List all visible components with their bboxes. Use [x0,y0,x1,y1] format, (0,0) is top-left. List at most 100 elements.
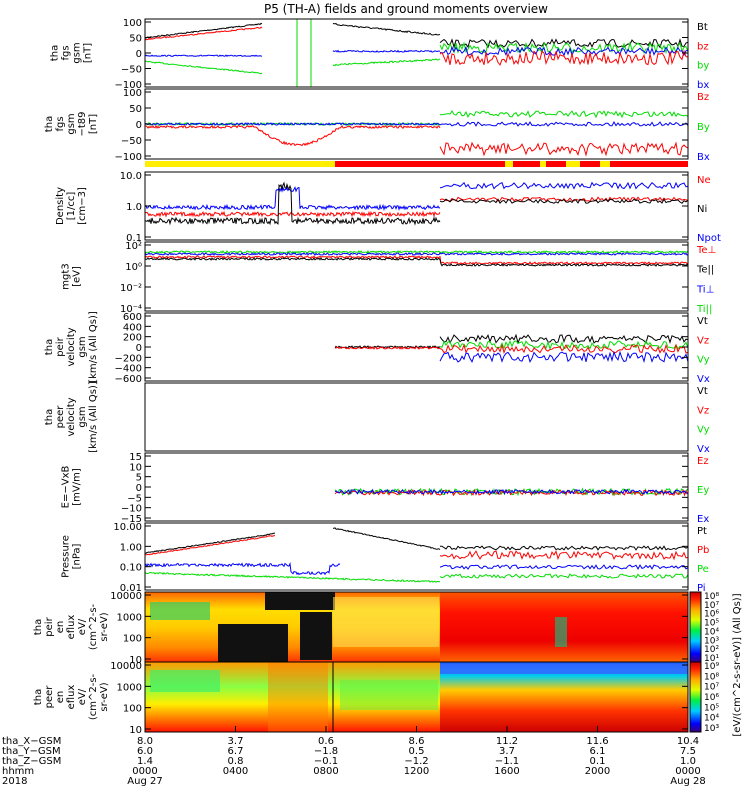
y-tick-label: −50 [121,65,142,76]
y-tick-label: 1.0 [126,202,142,213]
spectrogram-feature [268,662,328,732]
colorbar: 10⁸10⁷10⁶10⁵10⁴10³10²10¹10⁹10⁸10⁷10⁶10⁵1… [689,591,743,737]
y-axis-label: tha [44,339,55,355]
legend-label: Vt [697,316,708,327]
x-tick-label: 0800 [313,766,338,777]
y-axis-label: (cm^2-s- [88,673,99,720]
trace-bz-3 [439,49,689,66]
trace-bx [144,54,262,58]
trace-bt-3 [439,38,689,49]
y-axis-label: [nPa] [72,543,83,569]
y-tick-label: −50 [121,136,142,147]
trace-ni [144,181,441,226]
x-tick-label: 6.7 [228,746,244,757]
spectrogram-feature [150,602,210,620]
y-tick-label: 100 [123,18,142,29]
trace-bx-2 [332,49,441,53]
y-tick-label: −10 [121,504,142,515]
trace-npot-2 [439,181,689,190]
x-tick-label: 0400 [223,766,248,777]
y-axis-label: [km/s (All Qs)] [88,381,99,453]
x-row-label: 2018 [2,776,27,787]
y-tick-label: 15 [129,452,142,463]
y-tick-label: 200 [123,333,142,344]
y-tick-label: 10⁻⁴ [120,304,142,315]
trace-ni-2 [439,198,689,204]
trace-pe-3 [439,573,689,579]
trace-pi-3 [439,564,689,570]
y-tick-label: 10 [129,655,142,666]
y-tick-label: 600 [123,312,142,323]
colorbar-tick-label: 10⁹ [704,662,719,672]
colorbar-tick-label: 10⁵ [704,619,719,629]
legend-label: Bz [697,92,709,103]
y-tick-label: −600 [115,374,142,385]
x-tick-label: 11.6 [586,736,608,747]
data-gap-block [265,592,335,610]
legend-label: by [697,61,709,72]
y-axis-label: peir [55,336,66,356]
y-tick-label: 10⁰ [125,262,142,273]
colorbar-tick-label: 10² [704,645,719,655]
trace-pb [144,535,276,556]
trace-bz-2 [439,141,689,157]
trace-pt [144,532,276,554]
y-tick-label: −100 [115,152,142,163]
trace-spike [296,18,312,88]
x-tick-label: 8.6 [409,736,425,747]
y-tick-label: 100 [123,704,142,715]
legend-label: Vy [697,425,710,436]
y-axis-label: eV/ [77,688,88,705]
y-axis-label: [nT] [88,114,99,134]
trace-by-3 [439,40,689,55]
trace-bz [144,26,263,41]
trace-ti-perp [144,252,689,256]
y-tick-label: 400 [123,322,142,333]
legend-label: Te|| [696,265,714,276]
trace-vx-2 [439,350,689,364]
panel-frame [144,241,689,312]
trace-pt-3 [439,545,689,551]
y-tick-label: 0 [136,49,142,60]
y-tick-label: 100 [123,88,142,99]
x-tick-label: 0.1 [590,756,606,767]
y-tick-label: 10.0 [120,171,142,182]
y-axis-label: velocity [66,327,77,366]
legend-label: Ti|| [696,304,712,315]
legend-label: Ne [697,175,711,186]
x-tick-label: 8.0 [137,736,153,747]
x-row-label: tha_X−GSM [2,736,61,747]
x-tick-label: 1.4 [137,756,153,767]
x-tick-label: 1600 [494,766,519,777]
x-tick-label: −0.1 [314,756,338,767]
y-axis-label: peer [55,405,66,429]
colorbar-tick-label: 10⁶ [704,610,719,620]
colorbar-label: [eV/(cm^2-s-sr-eV)] (All Qs)] [732,593,743,736]
trace-bz [144,124,441,147]
trace-vz-2 [439,343,689,355]
x-tick-label: 0000 [675,766,700,777]
y-tick-label: 10 [129,462,142,473]
colorbar-tick-label: 10⁴ [704,714,719,724]
y-tick-label: 100 [123,634,142,645]
x-tick-label: −1.2 [404,756,428,767]
y-axis-label: gsm [72,42,83,63]
y-axis-label: tha [50,45,61,61]
x-tick-label: 6.1 [590,746,606,757]
panel-frame [144,522,689,591]
y-tick-label: 10² [125,241,142,252]
spectrogram-feature [555,617,567,647]
trace-bt-2 [332,22,441,36]
y-axis-label: sr-eV) [99,682,110,711]
x-tick-label: 3.7 [228,736,244,747]
trace-bx-2 [439,120,689,127]
y-tick-label: 0.1 [126,233,142,244]
trace-pb-3 [439,549,689,561]
legend-label: Ex [697,514,709,525]
panel-6: tha peer velocity gsm [km/s (All Qs)] Vt Vz Vy V… [44,381,710,455]
data-gap-block [300,612,332,660]
panel-10: 10000 1000 100 10 tha peer en eflux eV/(cm^2-s-s… [33,661,689,736]
spectrogram-feature [440,664,688,674]
